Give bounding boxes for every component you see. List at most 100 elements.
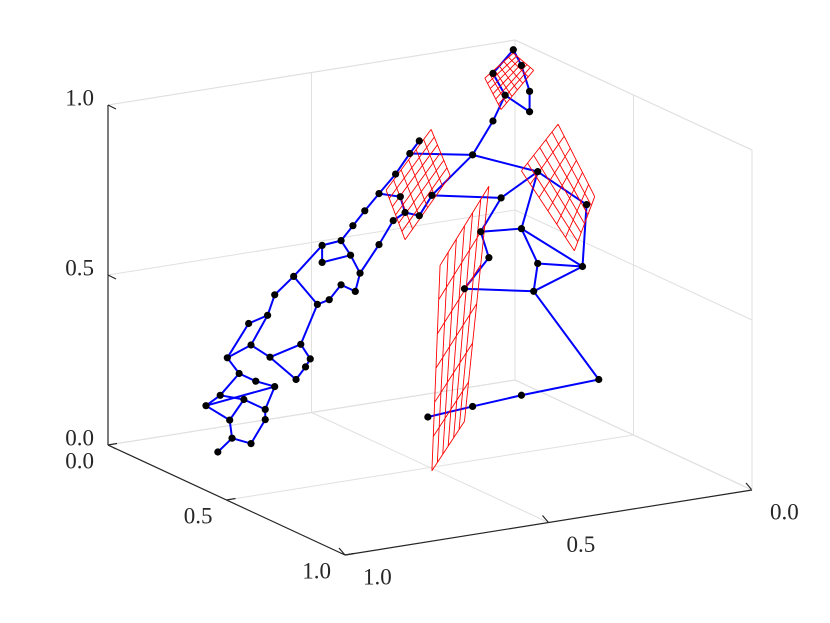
- y-tick-label: 1.0: [302, 558, 331, 583]
- edge: [521, 378, 599, 397]
- tick-mark: [542, 515, 549, 523]
- node: [337, 237, 345, 245]
- edge: [533, 265, 583, 293]
- edge: [472, 153, 538, 173]
- edge: [205, 404, 231, 421]
- edge: [471, 120, 494, 156]
- edge: [378, 173, 397, 195]
- node: [337, 281, 345, 289]
- edge: [219, 372, 240, 396]
- edge: [537, 262, 583, 268]
- edge: [532, 263, 539, 292]
- edge: [492, 72, 507, 96]
- node: [261, 405, 269, 413]
- edge: [520, 65, 531, 92]
- edge: [250, 314, 269, 346]
- edge: [364, 192, 380, 212]
- node: [271, 383, 279, 391]
- node: [534, 259, 542, 268]
- node: [424, 413, 432, 421]
- node: [469, 151, 477, 159]
- edge: [464, 287, 534, 293]
- edge: [378, 220, 395, 246]
- node: [240, 395, 248, 404]
- edge: [266, 294, 276, 316]
- node: [351, 287, 359, 295]
- edge: [520, 227, 584, 268]
- node: [489, 69, 497, 77]
- node: [306, 355, 314, 363]
- edge: [292, 275, 319, 306]
- node: [460, 285, 469, 293]
- node: [297, 340, 305, 348]
- z-tick-label: 1.0: [65, 85, 94, 110]
- x-tick-label: 0.5: [567, 532, 596, 557]
- node: [415, 212, 423, 220]
- edge: [472, 394, 522, 408]
- z-tick-label: 0.0: [65, 425, 94, 450]
- node: [247, 440, 255, 448]
- edge: [581, 204, 588, 267]
- tick-mark: [338, 547, 346, 556]
- node: [517, 61, 526, 70]
- node: [428, 191, 436, 199]
- node: [525, 108, 534, 116]
- node: [216, 391, 224, 399]
- edge: [226, 322, 250, 359]
- node: [245, 319, 253, 328]
- node: [517, 225, 526, 233]
- edge: [480, 227, 522, 233]
- node: [223, 354, 231, 362]
- node: [582, 201, 591, 209]
- edge: [292, 244, 323, 278]
- node: [391, 170, 400, 178]
- edge: [299, 304, 319, 345]
- node: [401, 208, 409, 217]
- edge: [537, 170, 588, 206]
- node: [247, 341, 255, 349]
- x-axis: [344, 489, 753, 556]
- node: [375, 190, 383, 198]
- tick-mark: [745, 482, 753, 491]
- node: [389, 217, 397, 225]
- y-axis: [107, 444, 346, 556]
- mesh: [431, 186, 490, 471]
- node: [534, 168, 542, 176]
- y-tick-label: 0.0: [65, 448, 94, 473]
- edge: [250, 419, 267, 445]
- node: [485, 254, 493, 262]
- node: [325, 296, 333, 304]
- node: [235, 369, 243, 378]
- edge: [431, 194, 502, 199]
- tick-mark: [107, 274, 117, 280]
- edge: [250, 344, 271, 359]
- node: [489, 117, 497, 125]
- node: [252, 377, 260, 385]
- node: [228, 434, 236, 442]
- node: [517, 391, 526, 399]
- node: [290, 272, 298, 280]
- node: [271, 291, 279, 299]
- edge: [520, 228, 539, 264]
- node: [318, 258, 326, 266]
- edge: [269, 356, 297, 381]
- node: [261, 416, 269, 424]
- node: [313, 300, 321, 308]
- node: [578, 262, 587, 271]
- tick-mark: [107, 442, 118, 446]
- node: [415, 137, 423, 145]
- edge: [427, 405, 473, 418]
- edge: [504, 94, 531, 113]
- edge: [274, 275, 295, 296]
- edge: [243, 398, 266, 411]
- node: [509, 46, 517, 54]
- edge: [532, 290, 600, 381]
- node: [595, 375, 603, 384]
- edge: [205, 385, 275, 407]
- edge: [394, 152, 411, 175]
- node: [530, 287, 538, 295]
- edge: [226, 344, 252, 359]
- node: [477, 228, 485, 236]
